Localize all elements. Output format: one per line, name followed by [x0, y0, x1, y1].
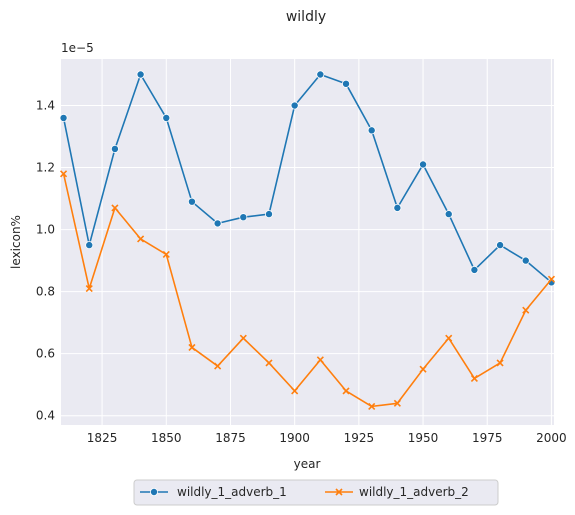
legend-frame — [133, 479, 499, 506]
series-1-point — [444, 210, 453, 219]
series-1-point — [496, 241, 505, 250]
series-1-point — [264, 210, 273, 219]
series-1-point — [470, 265, 479, 274]
series-2-point — [85, 284, 93, 293]
legend-marker-series-2 — [335, 488, 343, 496]
series-2-point — [522, 306, 530, 314]
series-1-point — [367, 126, 376, 135]
series-2-point — [239, 334, 247, 342]
series-1-point — [239, 213, 248, 222]
y-tick-label: 0.6 — [36, 347, 55, 361]
legend-marker-series-1 — [149, 487, 158, 496]
x-tick-label: 1850 — [151, 431, 182, 445]
series-2-point — [162, 250, 170, 258]
series-1-line — [62, 73, 552, 283]
x-tick-label: 1950 — [408, 431, 439, 445]
series-2-point — [368, 402, 376, 410]
series-2-point — [419, 365, 427, 373]
series-2-point — [188, 343, 196, 352]
x-tick-labels: 1825 1850 1875 1900 1925 1950 1975 2000 — [87, 431, 567, 445]
y-offset-label: 1e−5 — [61, 41, 94, 55]
series-1-point — [59, 113, 68, 122]
series-1-point — [85, 241, 94, 250]
x-tick-label: 1925 — [344, 431, 375, 445]
chart-title: wildly — [286, 9, 326, 25]
series-2-point — [214, 362, 222, 370]
series-2-point — [137, 235, 145, 243]
y-tick-label: 0.4 — [36, 409, 55, 423]
series-2 — [60, 170, 555, 410]
grid-lines — [61, 59, 554, 425]
series-1-point — [316, 70, 325, 79]
y-axis-label: lexicon% — [9, 215, 23, 269]
series-2-point — [111, 204, 119, 212]
y-tick-label: 1.0 — [36, 223, 55, 237]
series-2-point — [60, 170, 68, 178]
y-tick-label: 1.4 — [36, 99, 55, 113]
y-tick-label: 0.8 — [36, 285, 55, 299]
y-tick-labels: 0.4 0.6 0.8 1.0 1.2 1.4 — [36, 99, 55, 423]
series-2-point — [445, 334, 453, 342]
plot-area — [61, 59, 554, 425]
series-1-point — [393, 203, 402, 212]
series-1-point — [521, 256, 530, 265]
x-axis-label: year — [294, 457, 321, 471]
series-1-point — [342, 79, 351, 88]
legend-label-series-2: wildly_1_adverb_2 — [359, 485, 469, 499]
series-1-point — [419, 160, 428, 169]
legend: wildly_1_adverb_1 wildly_1_adverb_2 — [133, 479, 499, 506]
x-tick-label: 1875 — [215, 431, 246, 445]
legend-label-series-1: wildly_1_adverb_1 — [177, 485, 287, 499]
series-2-point — [291, 387, 299, 395]
series-1-point — [136, 70, 145, 79]
series-2-line — [62, 173, 553, 408]
series-1-point — [187, 197, 196, 206]
series-1-point — [213, 219, 222, 228]
series-1-point — [290, 101, 299, 110]
y-tick-label: 1.2 — [36, 161, 55, 175]
x-tick-label: 1900 — [279, 431, 310, 445]
x-tick-label: 1825 — [87, 431, 118, 445]
series-2-point — [496, 359, 504, 367]
series-2-point — [265, 359, 273, 367]
series-1-point — [162, 113, 171, 122]
series-layer — [59, 70, 556, 410]
series-2-point — [393, 399, 401, 407]
x-tick-label: 1975 — [472, 431, 503, 445]
series-2-point — [342, 387, 350, 395]
series-2-point — [470, 374, 478, 383]
series-2-point — [316, 356, 324, 364]
series-2-point — [547, 275, 555, 283]
x-tick-label: 2000 — [536, 431, 567, 445]
series-1-point — [110, 144, 119, 153]
